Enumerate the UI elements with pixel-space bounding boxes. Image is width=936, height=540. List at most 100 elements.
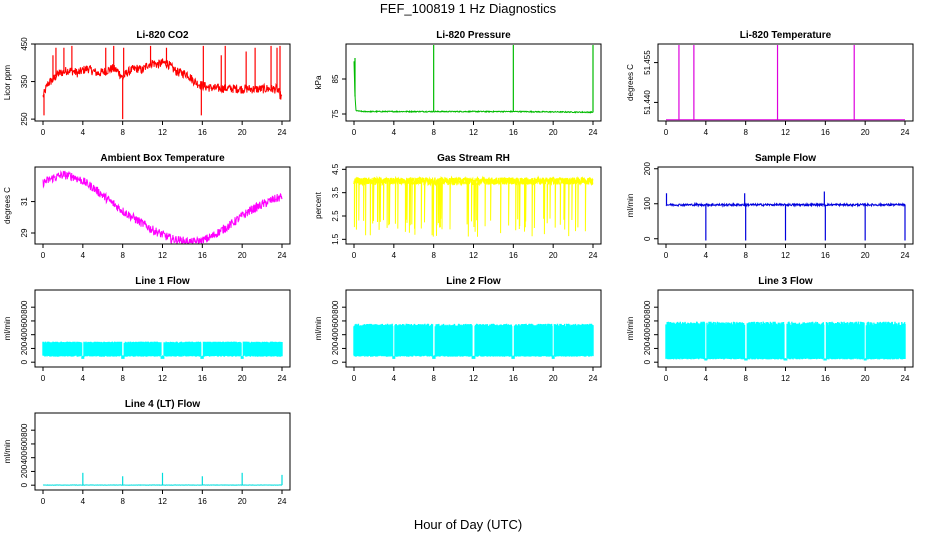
x-tick-label: 24	[901, 128, 910, 137]
y-tick-label: 200	[331, 341, 340, 355]
y-tick-label: 0	[643, 359, 652, 364]
x-tick-label: 24	[278, 128, 287, 137]
y-tick-label: 200	[20, 341, 29, 355]
series-group	[42, 45, 283, 120]
y-tick-label: 800	[643, 300, 652, 314]
x-tick-label: 20	[238, 251, 247, 260]
x-tick-label: 4	[81, 251, 86, 260]
series-line	[665, 321, 906, 361]
x-tick-label: 0	[664, 251, 669, 260]
panel-2: Li-820 Temperature degrees C 0 4 8 12 16 20 24 51…	[626, 30, 914, 137]
x-tick-label: 20	[549, 251, 558, 260]
x-axis-title: Hour of Day (UTC)	[413, 517, 523, 532]
x-tick-label: 20	[861, 128, 870, 137]
x-tick-label: 0	[352, 374, 357, 383]
y-tick-label: 29	[20, 228, 29, 237]
x-tick-label: 12	[469, 251, 478, 260]
y-tick-label: 350	[20, 74, 29, 88]
panel-6: Line 1 Flow ml/min 0 4 8 12 16 20 24 0 20040060080…	[3, 276, 291, 383]
y-tick-label: 0	[20, 359, 29, 364]
x-tick-label: 8	[743, 128, 748, 137]
x-tick-label: 12	[469, 128, 478, 137]
x-tick-label: 8	[431, 374, 436, 383]
x-tick-label: 8	[120, 497, 125, 506]
x-tick-label: 24	[901, 374, 910, 383]
plot-frame	[34, 43, 291, 122]
x-tick-label: 12	[781, 128, 790, 137]
x-tick-label: 4	[392, 128, 397, 137]
x-tick-label: 24	[589, 374, 598, 383]
x-tick-label: 20	[238, 128, 247, 137]
x-tick-label: 16	[821, 374, 830, 383]
x-tick-label: 4	[704, 251, 709, 260]
y-tick-label: 600	[20, 437, 29, 451]
y-axis-label: ml/min	[626, 194, 635, 218]
series-line	[42, 58, 283, 100]
y-tick-label: 51.455	[643, 50, 652, 75]
x-tick-label: 0	[41, 128, 46, 137]
x-tick-label: 16	[821, 128, 830, 137]
series-line	[353, 175, 594, 187]
x-tick-label: 12	[158, 251, 167, 260]
x-tick-label: 20	[238, 497, 247, 506]
series-group	[353, 45, 594, 114]
y-tick-label: 31	[20, 197, 29, 206]
panel-title: Line 4 (LT) Flow	[125, 399, 201, 410]
series-group	[42, 341, 283, 359]
x-tick-label: 8	[120, 128, 125, 137]
series-line	[353, 175, 594, 237]
series-line	[353, 61, 594, 114]
x-tick-label: 4	[704, 128, 709, 137]
x-tick-label: 12	[781, 374, 790, 383]
x-tick-label: 0	[41, 374, 46, 383]
y-tick-label: 75	[331, 109, 340, 118]
x-tick-label: 24	[589, 251, 598, 260]
x-tick-label: 12	[158, 374, 167, 383]
x-tick-label: 20	[549, 128, 558, 137]
x-tick-label: 8	[120, 374, 125, 383]
x-tick-label: 0	[352, 251, 357, 260]
y-tick-label: 85	[331, 74, 340, 83]
x-tick-label: 24	[278, 251, 287, 260]
series-group	[42, 169, 283, 244]
x-tick-label: 0	[664, 128, 669, 137]
x-tick-label: 8	[431, 128, 436, 137]
panel-4: Gas Stream RH percent 0 4 8 12 16 20 24 1.5 2.5 3.5…	[314, 153, 602, 260]
plot-frame	[345, 43, 602, 122]
series-group	[665, 321, 906, 361]
panel-3: Ambient Box Temperature degrees C 0 4 8 12 16 2…	[3, 153, 291, 260]
y-tick-label: 200	[643, 162, 652, 176]
x-tick-label: 0	[41, 251, 46, 260]
y-tick-label: 250	[20, 112, 29, 126]
panel-title: Sample Flow	[755, 153, 816, 164]
y-tick-label: 600	[20, 314, 29, 328]
y-tick-label: 400	[643, 327, 652, 341]
panel-5: Sample Flow ml/min 0 4 8 12 16 20 24 0 100 200	[626, 153, 914, 260]
panel-9: Line 4 (LT) Flow ml/min 0 4 8 12 16 20 24 0 200400…	[3, 399, 291, 506]
y-tick-label: 2.5	[331, 210, 340, 222]
panel-title: Li-820 Pressure	[436, 30, 511, 41]
x-tick-label: 24	[901, 251, 910, 260]
x-tick-label: 20	[861, 374, 870, 383]
y-tick-label: 51.440	[643, 90, 652, 115]
y-axis-label: ml/min	[314, 317, 323, 341]
y-tick-label: 800	[331, 300, 340, 314]
panel-1: Li-820 Pressure kPa 0 4 8 12 16 20 24 75 85	[314, 30, 602, 137]
y-tick-label: 0	[331, 359, 340, 364]
panel-title: Line 3 Flow	[758, 276, 813, 287]
x-tick-label: 8	[120, 251, 125, 260]
x-tick-label: 16	[821, 251, 830, 260]
x-tick-label: 0	[352, 128, 357, 137]
panel-title: Gas Stream RH	[437, 153, 510, 164]
x-tick-label: 24	[278, 497, 287, 506]
panel-8: Line 3 Flow ml/min 0 4 8 12 16 20 24 0 20040060080…	[626, 276, 914, 383]
y-tick-label: 600	[331, 314, 340, 328]
x-tick-label: 20	[238, 374, 247, 383]
x-tick-label: 8	[743, 374, 748, 383]
panel-title: Li-820 CO2	[136, 30, 189, 41]
y-tick-label: 200	[20, 464, 29, 478]
series-group	[666, 45, 905, 121]
x-tick-label: 0	[41, 497, 46, 506]
panel-title: Line 2 Flow	[446, 276, 501, 287]
